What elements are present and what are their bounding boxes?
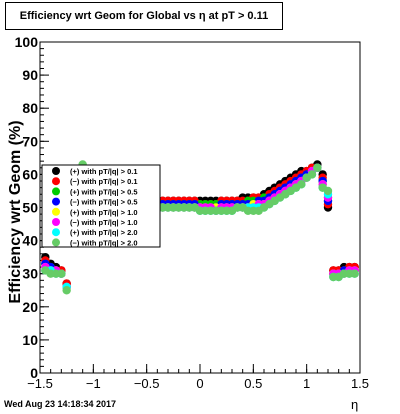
data-point	[313, 163, 322, 172]
y-tick-label: 70	[22, 133, 38, 149]
y-tick-label: 0	[30, 365, 38, 381]
y-tick-label: 10	[22, 332, 38, 348]
legend-marker	[52, 238, 60, 247]
legend-marker	[52, 207, 60, 216]
legend-marker	[52, 167, 60, 175]
data-point	[57, 269, 66, 278]
x-tick-label: −1	[86, 376, 101, 391]
legend-entry-label: (+) with pT/|q| > 1.0	[70, 208, 138, 217]
legend-box	[41, 164, 161, 248]
x-axis-label: η	[351, 397, 359, 412]
chart-axes: −1.5 −1 −0.5 0 0.5 1 1.5 0 10 20 30 40 50 60 70 80 90 100…	[7, 34, 369, 391]
data-point	[62, 286, 71, 295]
x-tick-label: 0.5	[244, 376, 262, 391]
timestamp-footer: Wed Aug 23 14:18:34 2017	[4, 399, 117, 409]
y-tick-label: 100	[15, 34, 39, 50]
x-tick-label: 1.5	[351, 376, 369, 391]
chart-title-box: Efficiency wrt Geom for Global vs η at p…	[5, 2, 283, 30]
y-tick-label: 30	[22, 266, 38, 282]
legend-entry-label: (+) with pT/|q| > 2.0	[70, 228, 138, 237]
x-tick-label: −0.5	[134, 376, 160, 391]
x-tick-label: 0	[196, 376, 203, 391]
legend-marker	[52, 187, 60, 196]
x-tick-label: −1.5	[27, 376, 53, 391]
legend-entry-label: (−) with pT/|q| > 0.5	[70, 198, 138, 207]
legend-entry-label: (+) with pT/|q| > 0.1	[70, 167, 138, 176]
data-point	[323, 186, 333, 196]
y-axis-label: Efficiency wrt Geom (%)	[7, 120, 24, 303]
data-point	[350, 269, 359, 278]
data-point	[307, 170, 317, 179]
legend-marker	[52, 177, 60, 186]
legend-entry-label: (−) with pT/|q| > 2.0	[70, 238, 138, 247]
legend-marker	[52, 218, 60, 226]
chart-title: Efficiency wrt Geom for Global vs η at p…	[19, 10, 269, 22]
y-tick-label: 40	[22, 233, 38, 249]
legend-marker	[52, 228, 60, 237]
y-tick-label: 50	[22, 200, 38, 216]
x-tick-label: 1	[303, 376, 310, 391]
legend-entry-label: (−) with pT/|q| > 1.0	[70, 218, 138, 227]
legend-marker	[52, 197, 60, 206]
chart-legend: (+) with pT/|q| > 0.1(−) with pT/|q| > 0…	[41, 164, 161, 248]
y-tick-label: 20	[22, 299, 38, 315]
y-tick-label: 90	[22, 67, 38, 83]
legend-entry-label: (−) with pT/|q| > 0.1	[70, 177, 138, 186]
data-point	[297, 180, 306, 189]
y-tick-label: 80	[22, 100, 38, 116]
legend-entry-label: (+) with pT/|q| > 0.5	[70, 187, 138, 196]
y-tick-label: 60	[22, 166, 38, 182]
